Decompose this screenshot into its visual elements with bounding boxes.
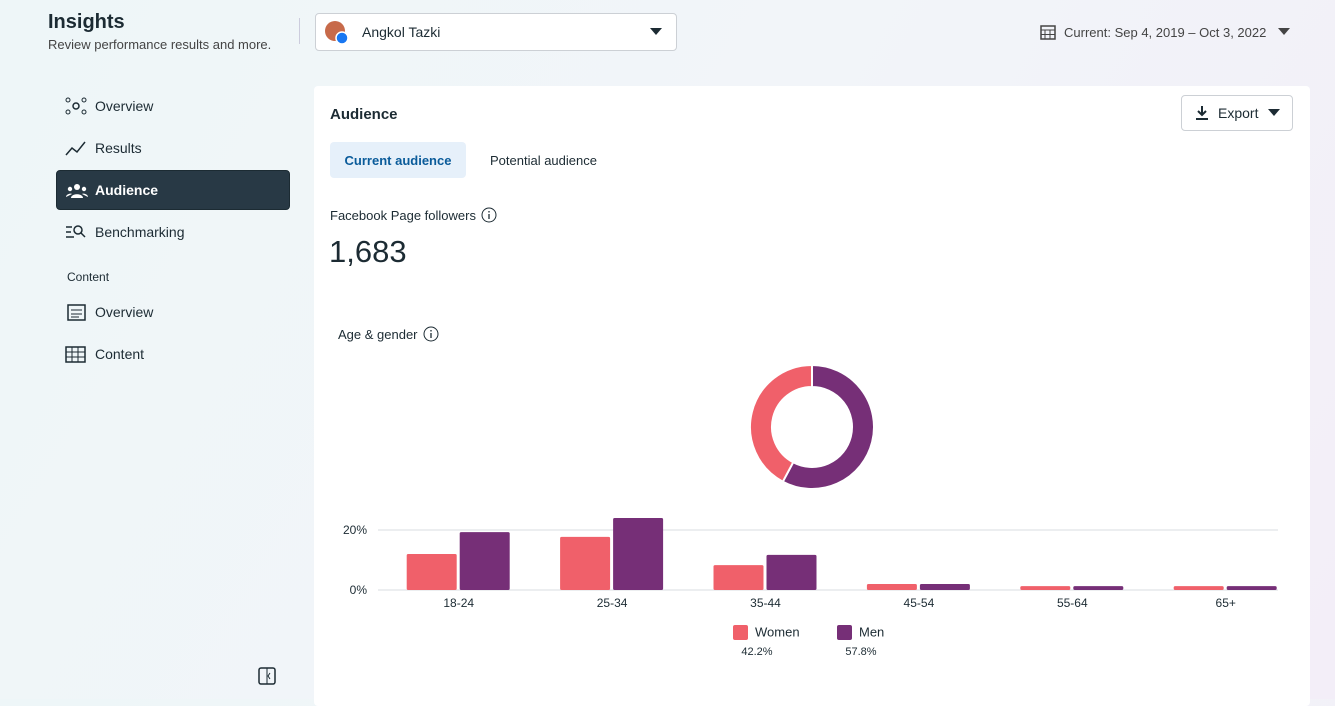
legend-percent: 42.2%	[741, 646, 772, 658]
nav-label: Benchmarking	[95, 224, 185, 240]
bar	[1073, 586, 1124, 590]
account-selector[interactable]: Angkol Tazki	[315, 13, 677, 51]
account-name: Angkol Tazki	[362, 24, 441, 40]
chart-title-row: Age & gender	[338, 326, 439, 342]
nav-item[interactable]: Benchmarking	[56, 212, 290, 252]
legend-percent: 57.8%	[845, 646, 876, 658]
nav-icon	[66, 225, 86, 238]
nav-item[interactable]: Overview	[56, 86, 290, 126]
nav-item[interactable]: Content	[56, 334, 290, 374]
bar	[1173, 586, 1224, 590]
tab[interactable]: Potential audience	[490, 153, 597, 168]
x-tick-label: 35-44	[750, 596, 781, 610]
calendar-icon	[1040, 25, 1056, 40]
avatar	[325, 21, 348, 44]
bar	[713, 565, 764, 590]
divider	[299, 18, 300, 44]
chart-title: Age & gender	[338, 326, 418, 342]
nav-section: Content	[67, 270, 110, 284]
donut-slice	[749, 363, 813, 484]
dropdown-arrow	[650, 28, 662, 35]
export-label: Export	[1218, 105, 1259, 121]
bar	[613, 518, 664, 590]
donut-slice	[781, 363, 875, 490]
x-tick-label: 18-24	[443, 596, 474, 610]
audience-panel: Audience Export Current audience Potenti…	[314, 86, 1310, 706]
nav-label: Content	[95, 346, 145, 362]
legend-swatch	[837, 625, 852, 640]
dropdown-arrow	[1268, 109, 1281, 116]
panel-title: Audience	[330, 106, 398, 123]
date-range-text: Current: Sep 4, 2019 – Oct 3, 2022	[1064, 24, 1267, 40]
nav-icon	[65, 97, 87, 115]
y-tick-label: 0%	[350, 583, 368, 597]
bar	[1020, 586, 1071, 590]
nav-item[interactable]: Overview	[56, 292, 290, 332]
nav-label: Results	[95, 140, 142, 156]
legend-swatch	[733, 625, 748, 640]
followers-label-row: Facebook Page followers	[330, 207, 497, 223]
nav-icon	[67, 304, 86, 321]
nav-item[interactable]: Results	[56, 128, 290, 168]
download-icon	[1196, 106, 1208, 120]
bar	[919, 584, 970, 590]
page-subtitle: Review performance results and more.	[48, 37, 272, 52]
bar	[459, 532, 510, 590]
followers-count: 1,683	[329, 234, 407, 269]
dropdown-arrow	[1278, 28, 1291, 35]
followers-label: Facebook Page followers	[330, 207, 476, 223]
nav-icon	[66, 184, 88, 198]
collapse-button[interactable]	[258, 667, 276, 685]
bar	[766, 554, 817, 590]
bar	[866, 584, 917, 590]
nav-icon	[65, 141, 86, 156]
bar	[1226, 586, 1277, 590]
page-title: Insights	[48, 11, 125, 33]
bar	[406, 554, 457, 590]
x-tick-label: 65+	[1216, 596, 1236, 610]
age-gender-chart: 42.2% 57.8% 0% 20% 18-24 25-34 35-44 45-54 55-64…	[343, 363, 1278, 658]
nav-label: Audience	[95, 182, 159, 198]
y-tick-label: 20%	[343, 523, 367, 537]
tab-active[interactable]: Current audience	[330, 142, 466, 178]
nav-label: Overview	[95, 304, 154, 320]
x-tick-label: 55-64	[1057, 596, 1088, 610]
nav-item-active[interactable]: Audience	[56, 170, 290, 210]
legend-label: Women	[755, 624, 800, 639]
export-button[interactable]: Export	[1181, 95, 1293, 131]
nav-label: Overview	[95, 98, 154, 114]
bar	[560, 536, 611, 590]
x-tick-label: 25-34	[597, 596, 628, 610]
legend-label: Men	[859, 624, 884, 639]
info-icon[interactable]	[423, 326, 439, 342]
date-range[interactable]: Current: Sep 4, 2019 – Oct 3, 2022	[1040, 23, 1291, 41]
nav-icon	[65, 346, 86, 363]
x-tick-label: 45-54	[904, 596, 935, 610]
info-icon[interactable]	[481, 207, 497, 223]
